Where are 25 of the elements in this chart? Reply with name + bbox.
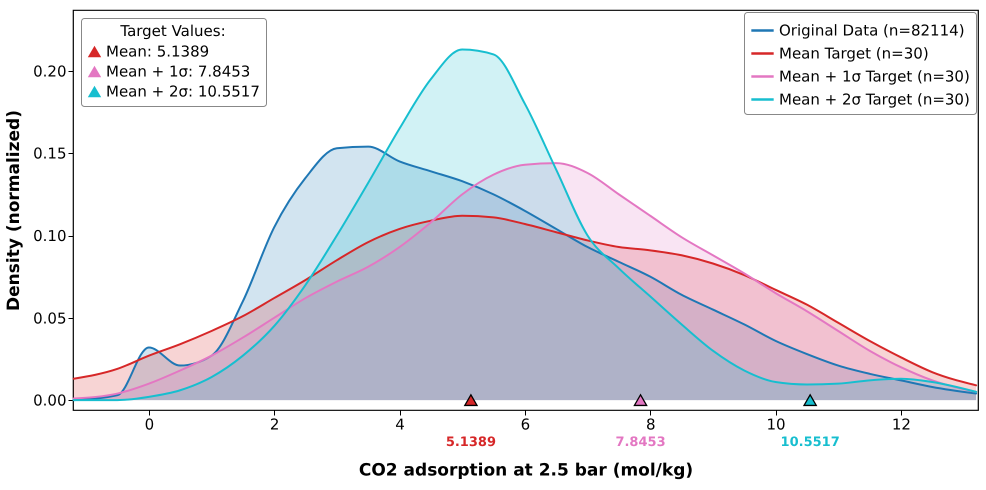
x-tick-label: 12 (892, 416, 911, 434)
annotation: 5.1389 (446, 435, 496, 450)
y-tick-label: 0.00 (33, 392, 66, 410)
x-tick-label: 10 (766, 416, 786, 434)
x-tick-label: 6 (520, 416, 530, 434)
legend-label: Mean + 1σ Target (n=30) (779, 68, 970, 86)
annotation: 7.8453 (615, 435, 666, 450)
x-tick-label: 4 (395, 416, 405, 434)
x-tick-label: 2 (270, 416, 280, 434)
y-axis-title: Density (normalized) (4, 110, 24, 311)
annotation: 10.5517 (780, 435, 840, 450)
x-tick-label: 0 (144, 416, 154, 434)
legend-title: Target Values: (119, 22, 226, 40)
y-tick-label: 0.20 (33, 62, 66, 80)
legend-label: Mean + 2σ Target (n=30) (779, 90, 970, 108)
x-tick-label: 8 (646, 416, 656, 434)
legend-label: Mean Target (n=30) (779, 44, 929, 62)
legend-label: Mean: 5.1389 (106, 42, 210, 60)
legend-label: Original Data (n=82114) (779, 22, 965, 40)
legend-label: Mean + 2σ: 10.5517 (106, 82, 260, 100)
y-tick-label: 0.10 (33, 227, 66, 246)
x-axis-title: CO2 adsorption at 2.5 bar (mol/kg) (358, 460, 694, 480)
y-tick-label: 0.15 (33, 144, 66, 163)
y-tick-label: 0.05 (33, 309, 66, 328)
legend-label: Mean + 1σ: 7.8453 (106, 62, 250, 80)
